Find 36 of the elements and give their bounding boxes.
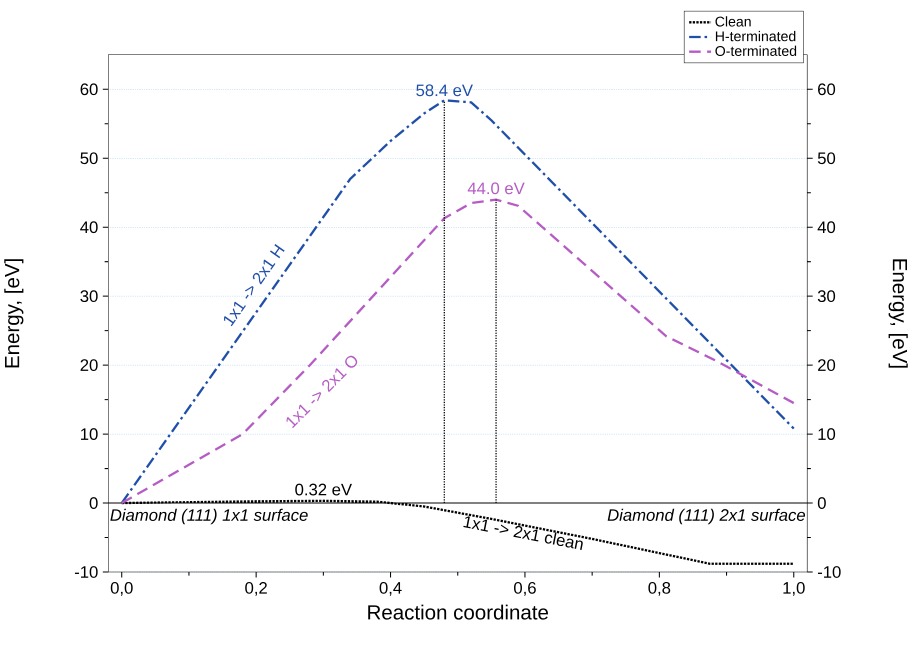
y-axis-title: Energy, [eV] (4, 259, 24, 368)
legend-label: O-terminated (715, 46, 796, 56)
annotation: 0.32 eV (295, 484, 352, 496)
x-tick-label: 0,6 (514, 582, 536, 596)
x-axis-title: Reaction coordinate (368, 604, 548, 620)
y-tick-label: 0 (90, 497, 98, 510)
y-tick-label: -10 (74, 566, 98, 578)
annotation: 1x1 -> 2x1 clean (463, 516, 583, 550)
annotation: 1x1 -> 2x1 H (224, 244, 285, 326)
annotation: 58.4 eV (416, 84, 473, 96)
y2-axis-title: Energy, [eV] (888, 259, 908, 368)
x-tick-label: 0,4 (380, 582, 402, 596)
y2-tick-label: 60 (818, 83, 836, 96)
annotation: 1x1 -> 2x1 O (286, 356, 358, 428)
y2-tick-label: 30 (818, 290, 836, 302)
y2-tick-label: 40 (818, 221, 836, 234)
y-tick-label: 20 (80, 359, 98, 372)
y-tick-label: 60 (80, 83, 98, 96)
x-tick-label: 0,2 (245, 582, 267, 596)
annotation: Diamond (111) 1x1 surface (110, 508, 308, 524)
x-tick-label: 0,0 (110, 582, 133, 596)
legend-label: H-terminated (716, 30, 796, 42)
y2-tick-label: -10 (818, 566, 841, 578)
x-tick-label: 0,8 (648, 582, 670, 596)
y-tick-label: 30 (80, 290, 98, 302)
annotation: Diamond (111) 2x1 surface (608, 508, 806, 524)
y2-tick-label: 10 (818, 428, 836, 440)
y-tick-label: 50 (80, 152, 98, 164)
y2-tick-label: 0 (818, 497, 826, 510)
annotation: 44.0 eV (468, 182, 525, 194)
y-tick-label: 40 (80, 221, 98, 234)
x-tick-label: 1,0 (783, 582, 805, 596)
legend-label: Clean (715, 16, 751, 27)
y2-tick-label: 20 (818, 359, 836, 372)
y2-tick-label: 50 (818, 152, 836, 164)
y-tick-label: 10 (81, 428, 98, 440)
